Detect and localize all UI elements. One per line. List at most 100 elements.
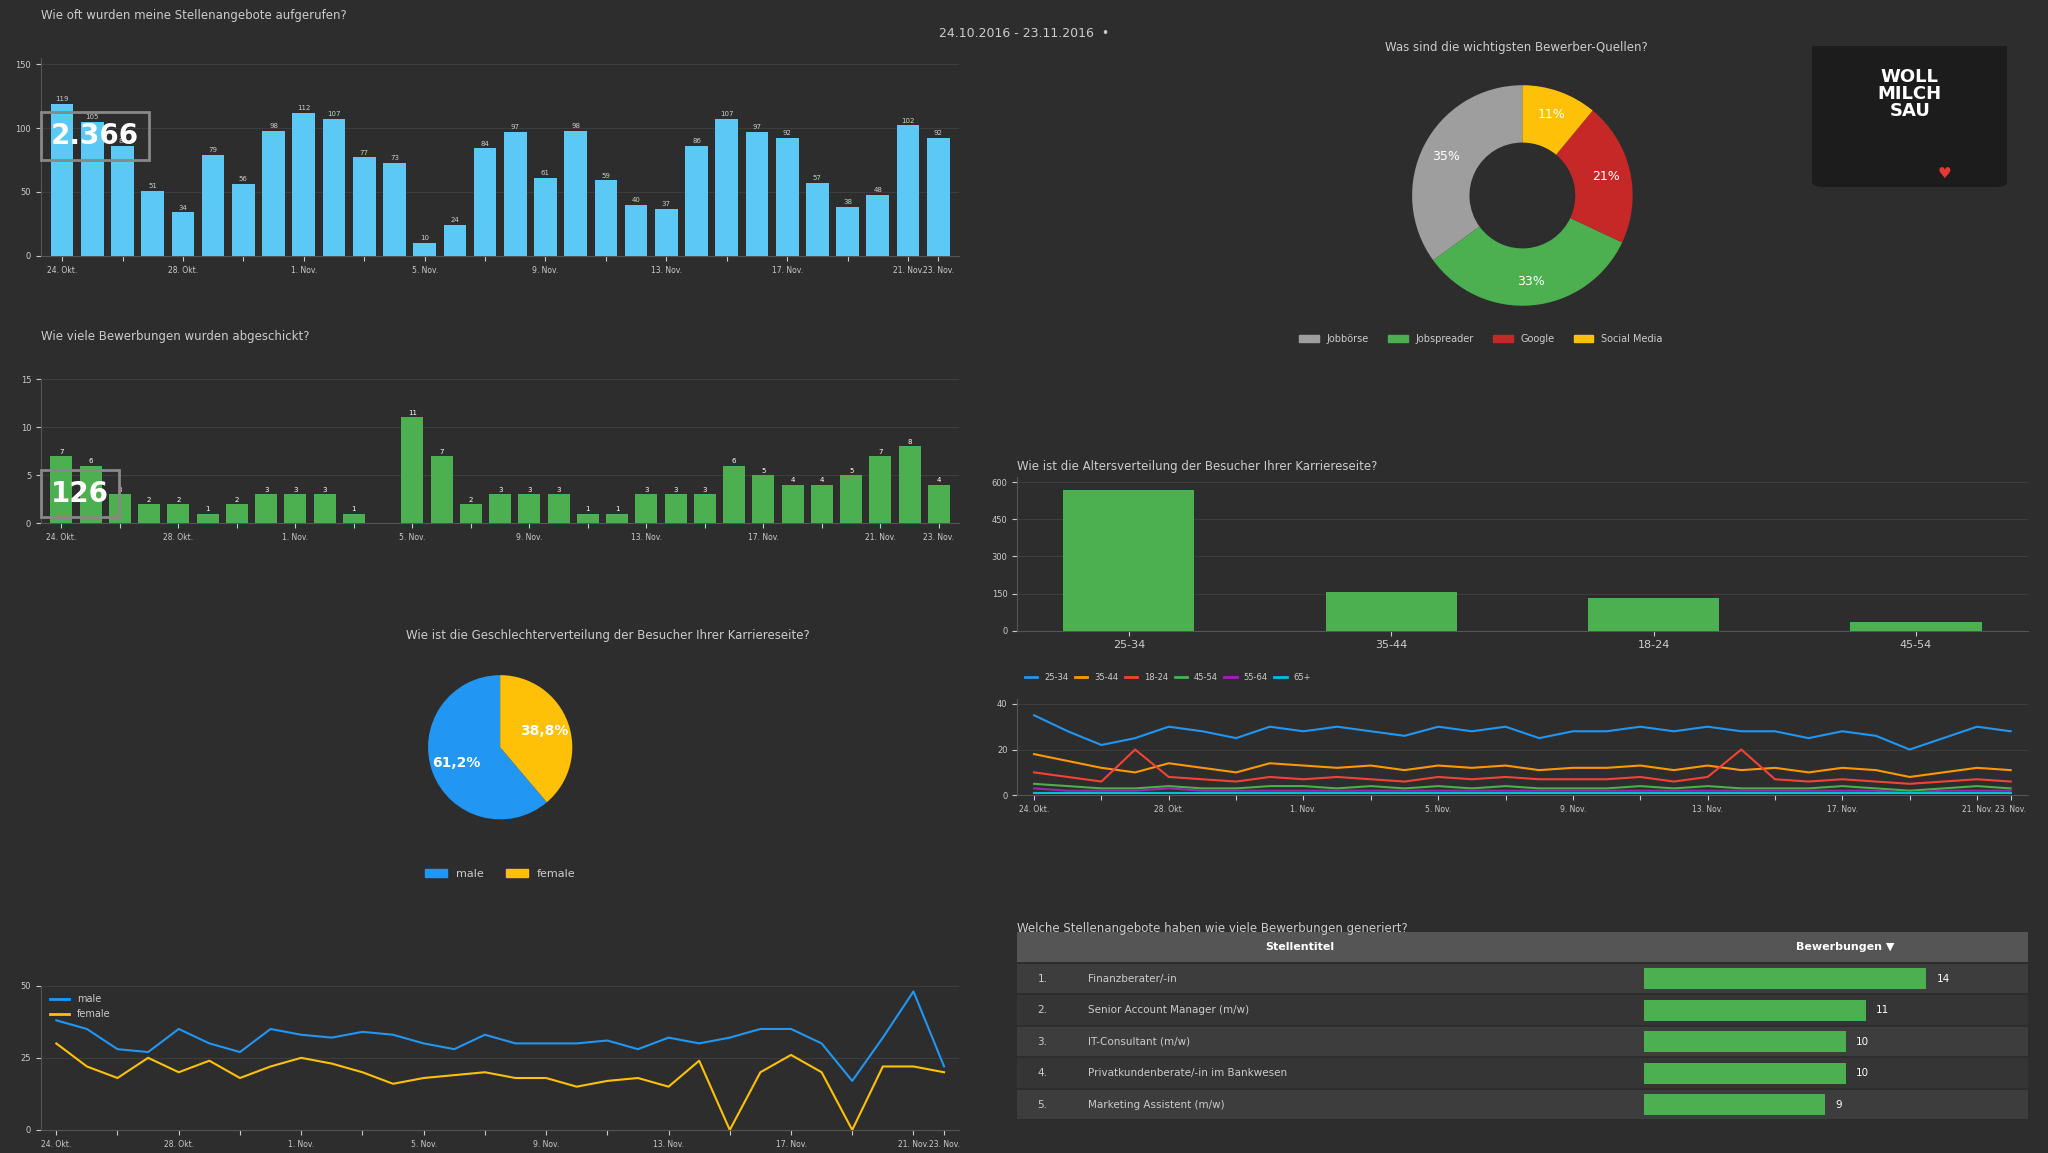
45-54 bbox=[1864, 782, 1888, 796]
Line: 45-54: 45-54 bbox=[1034, 784, 2011, 791]
Line: 55-64: 55-64 bbox=[1034, 789, 2011, 793]
18-24 bbox=[1425, 770, 1450, 784]
35-44 bbox=[1290, 759, 1315, 773]
25-34 bbox=[1257, 719, 1282, 733]
Bar bbox=[352, 158, 375, 256]
Wedge shape bbox=[500, 676, 571, 802]
55-64 bbox=[1090, 784, 1114, 798]
Line: 25-34: 25-34 bbox=[1034, 715, 2011, 749]
Text: 3: 3 bbox=[674, 487, 678, 493]
25-34 bbox=[1225, 731, 1249, 745]
Bar bbox=[473, 149, 496, 256]
45-54 bbox=[1964, 779, 1989, 793]
55-64 bbox=[1358, 784, 1382, 798]
Text: 61: 61 bbox=[541, 169, 551, 176]
45-54 bbox=[1257, 779, 1282, 793]
35-44 bbox=[1325, 761, 1350, 775]
35-44 bbox=[1831, 761, 1855, 775]
55-64 bbox=[1257, 784, 1282, 798]
55-64 bbox=[1460, 784, 1485, 798]
65+ bbox=[1763, 786, 1788, 800]
65+ bbox=[1593, 786, 1618, 800]
65+ bbox=[1358, 786, 1382, 800]
25-34 bbox=[1122, 731, 1147, 745]
18-24 bbox=[1157, 770, 1182, 784]
Bar bbox=[80, 466, 102, 523]
25-34 bbox=[1628, 719, 1653, 733]
25-34 bbox=[1931, 731, 1956, 745]
Text: 105: 105 bbox=[86, 114, 98, 120]
45-54 bbox=[1157, 779, 1182, 793]
Text: 2: 2 bbox=[236, 497, 240, 503]
Bar bbox=[565, 130, 588, 256]
55-64 bbox=[1290, 784, 1315, 798]
Bar bbox=[836, 208, 858, 256]
Wedge shape bbox=[1434, 218, 1622, 306]
Text: 1.: 1. bbox=[1038, 973, 1047, 984]
45-54 bbox=[1493, 779, 1518, 793]
55-64 bbox=[1729, 784, 1753, 798]
Bar bbox=[231, 184, 254, 256]
Text: 3: 3 bbox=[702, 487, 707, 493]
Text: 2: 2 bbox=[469, 497, 473, 503]
65+ bbox=[1864, 786, 1888, 800]
Text: 57: 57 bbox=[813, 175, 821, 181]
18-24 bbox=[1460, 773, 1485, 786]
Text: 11%: 11% bbox=[1538, 108, 1565, 121]
35-44 bbox=[1593, 761, 1618, 775]
25-34 bbox=[1022, 708, 1047, 722]
65+ bbox=[1090, 786, 1114, 800]
18-24 bbox=[1225, 775, 1249, 789]
Legend: 25-34, 35-44, 18-24, 45-54, 55-64, 65+: 25-34, 35-44, 18-24, 45-54, 55-64, 65+ bbox=[1022, 670, 1315, 686]
55-64 bbox=[1561, 784, 1585, 798]
Bar bbox=[324, 119, 346, 256]
Bar bbox=[723, 466, 745, 523]
25-34 bbox=[1157, 719, 1182, 733]
65+ bbox=[1831, 786, 1855, 800]
Text: 1: 1 bbox=[614, 506, 618, 512]
Text: 107: 107 bbox=[721, 111, 733, 118]
Text: 6: 6 bbox=[731, 458, 737, 465]
35-44 bbox=[1864, 763, 1888, 777]
Text: 3: 3 bbox=[322, 487, 328, 493]
25-34 bbox=[1425, 719, 1450, 733]
55-64 bbox=[1661, 784, 1686, 798]
45-54 bbox=[1593, 782, 1618, 796]
Text: 34: 34 bbox=[178, 204, 186, 211]
25-34 bbox=[1831, 724, 1855, 738]
65+ bbox=[1425, 786, 1450, 800]
Text: 40: 40 bbox=[631, 197, 641, 203]
Text: 3: 3 bbox=[645, 487, 649, 493]
65+ bbox=[1493, 786, 1518, 800]
55-64 bbox=[1055, 784, 1079, 798]
55-64 bbox=[1628, 784, 1653, 798]
Text: 3.: 3. bbox=[1038, 1037, 1047, 1047]
Text: 33%: 33% bbox=[1518, 274, 1544, 287]
Bar bbox=[313, 495, 336, 523]
55-64 bbox=[1696, 784, 1720, 798]
35-44 bbox=[1157, 756, 1182, 770]
Bar bbox=[1851, 621, 1982, 631]
Bar bbox=[489, 495, 512, 523]
25-34 bbox=[1729, 724, 1753, 738]
Bar bbox=[1018, 995, 2028, 1025]
55-64 bbox=[1593, 784, 1618, 798]
Text: Wie ist die Altersverteilung der Besucher Ihrer Karriereseite?: Wie ist die Altersverteilung der Besuche… bbox=[1018, 460, 1378, 473]
18-24 bbox=[1796, 775, 1821, 789]
18-24 bbox=[1561, 773, 1585, 786]
35-44 bbox=[1528, 763, 1552, 777]
45-54 bbox=[1393, 782, 1417, 796]
25-34 bbox=[1593, 724, 1618, 738]
Bar bbox=[1325, 593, 1456, 631]
65+ bbox=[1796, 786, 1821, 800]
Bar bbox=[776, 138, 799, 256]
Wedge shape bbox=[1556, 111, 1632, 242]
45-54 bbox=[1661, 782, 1686, 796]
18-24 bbox=[1393, 775, 1417, 789]
25-34 bbox=[1528, 731, 1552, 745]
35-44 bbox=[1729, 763, 1753, 777]
Bar bbox=[1018, 1090, 2028, 1120]
18-24 bbox=[1729, 743, 1753, 756]
Text: 98: 98 bbox=[571, 122, 580, 129]
18-24 bbox=[1257, 770, 1282, 784]
